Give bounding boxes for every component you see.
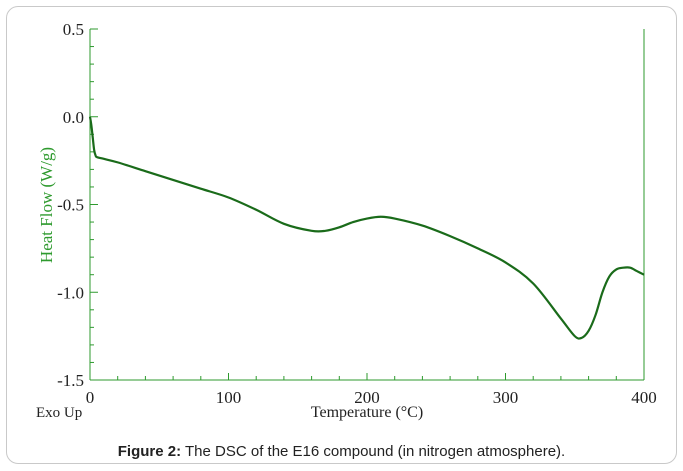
- figure-caption: Figure 2: The DSC of the E16 compound (i…: [0, 443, 683, 460]
- caption-text: The DSC of the E16 compound (in nitrogen…: [181, 443, 566, 460]
- minor-ticks: [90, 46, 617, 380]
- x-axis-label: Temperature (°C): [311, 404, 423, 421]
- x-tick-label: 0: [86, 388, 95, 407]
- y-tick-label: -0.5: [57, 196, 84, 215]
- series-line: [88, 116, 645, 340]
- x-ticks: 0 100 200 300 400: [86, 373, 657, 407]
- x-tick-label: 400: [631, 388, 657, 407]
- series-layer: [88, 116, 645, 340]
- plot-area: [89, 29, 645, 381]
- y-axis-label: Heat Flow (W/g): [37, 147, 56, 263]
- y-tick-label: 0.0: [63, 108, 84, 127]
- x-tick-label: 200: [354, 388, 380, 407]
- y-ticks: 0.5 0.0 -0.5 -1.0 -1.5: [57, 20, 98, 390]
- caption-label: Figure 2:: [117, 443, 182, 460]
- figure-frame: [6, 6, 677, 464]
- y-tick-label: -1.0: [57, 283, 84, 302]
- y-tick-label: 0.5: [63, 20, 84, 39]
- x-tick-label: 300: [493, 388, 519, 407]
- y-tick-label: -1.5: [57, 371, 84, 390]
- corner-note: Exo Up: [36, 405, 82, 421]
- x-tick-label: 100: [216, 388, 242, 407]
